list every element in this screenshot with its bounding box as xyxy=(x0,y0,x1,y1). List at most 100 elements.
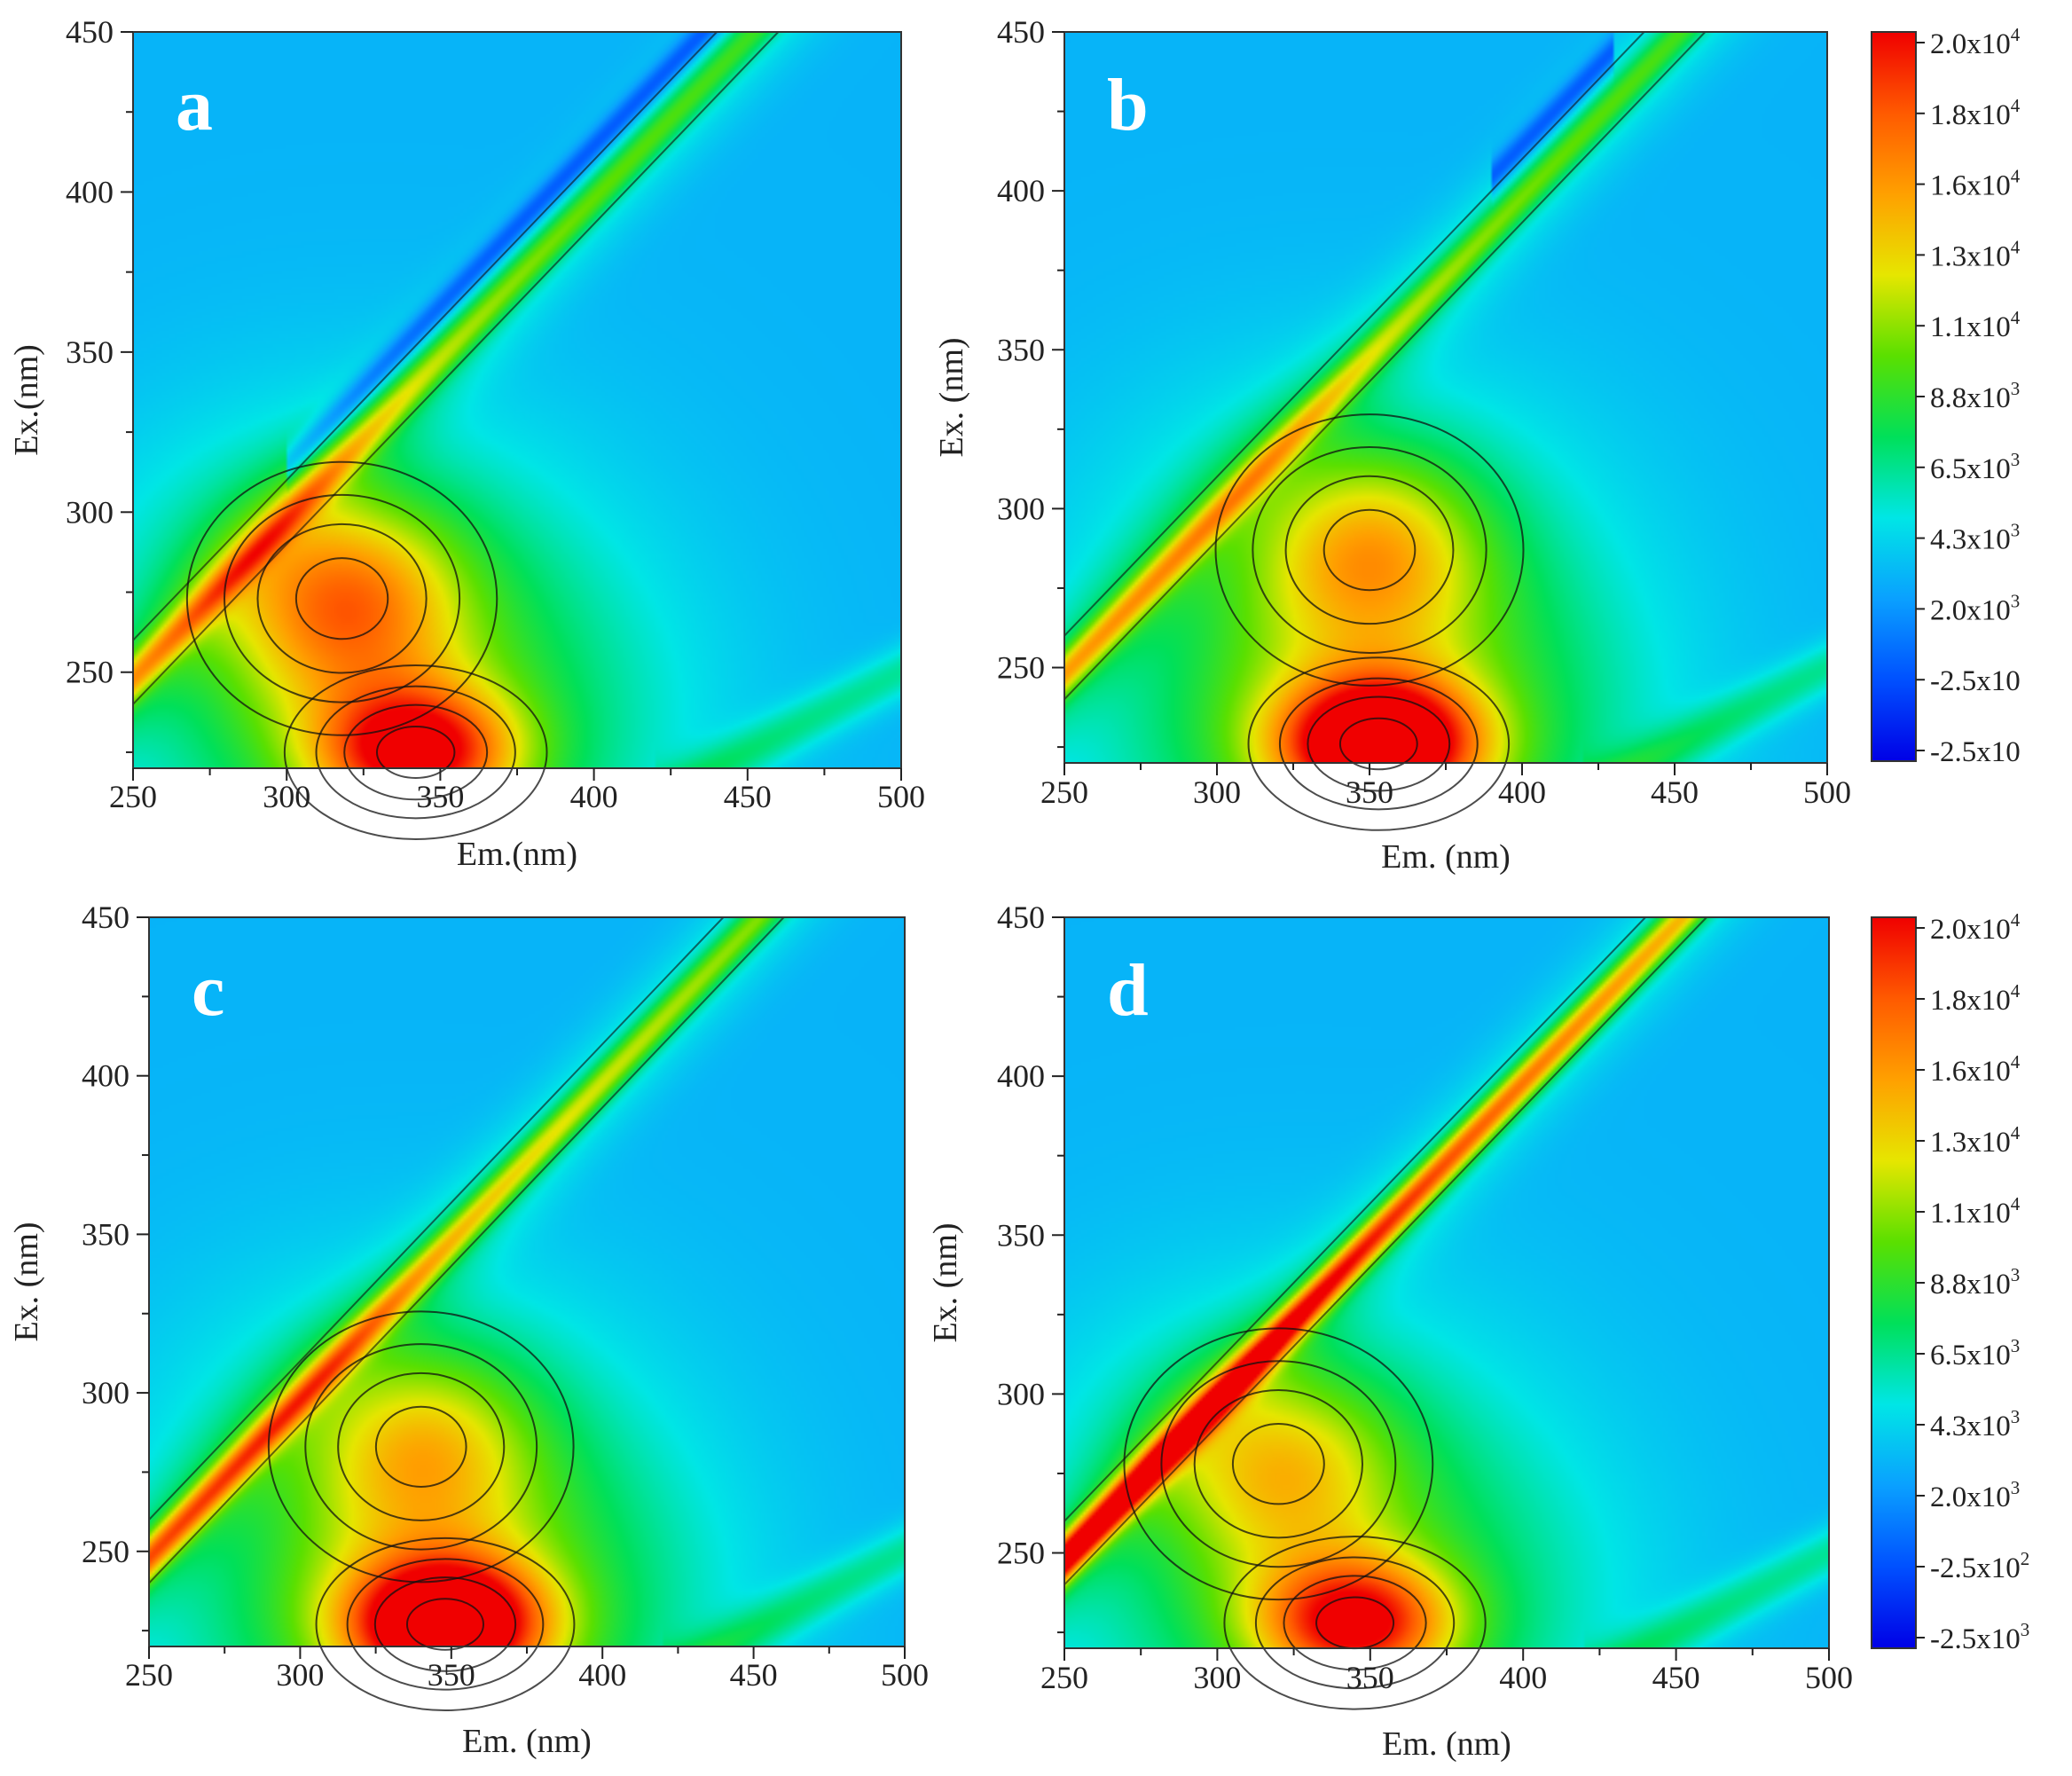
scatter-contour xyxy=(1063,31,1645,637)
x-axis-title: Em. (nm) xyxy=(1382,1725,1511,1763)
y-axis-title: Ex. (nm) xyxy=(8,1222,45,1341)
x-tick-label: 350 xyxy=(1346,774,1393,810)
y-axis-title: Ex. (nm) xyxy=(933,337,970,457)
panel-letter: a xyxy=(176,64,213,146)
colorbar: 2.0x104 1.8x104 1.6x104 1.3x104 1.1x104 8.8x1… xyxy=(1871,909,2029,1655)
colorbar-label: 4.3x103 xyxy=(1930,1406,2020,1442)
y-tick-label: 450 xyxy=(997,14,1045,50)
x-tick-label: 300 xyxy=(1193,1660,1241,1695)
panel-c: 250 300 350 400 450 500 250 300 350 400 450 Em. (nm… xyxy=(8,900,929,1760)
contour-line xyxy=(346,1558,545,1691)
x-axis-title: Em. (nm) xyxy=(1381,838,1511,876)
x-tick-label: 450 xyxy=(1652,1660,1700,1695)
y-tick-label: 250 xyxy=(997,650,1045,686)
x-tick-label: 250 xyxy=(1040,774,1088,810)
panel-d: 250 300 350 400 450 500 250 300 350 400 450 Em. (nm… xyxy=(927,900,1853,1763)
contour-line xyxy=(1338,717,1418,771)
colorbar-label: 1.3x104 xyxy=(1930,236,2021,272)
contour-line xyxy=(1322,508,1417,592)
y-tick-label: 350 xyxy=(82,1216,130,1252)
panel-letter: b xyxy=(1107,64,1149,146)
contour-line xyxy=(1278,677,1479,811)
x-tick-label: 500 xyxy=(881,1657,929,1693)
contour-line xyxy=(1284,475,1455,625)
contour-line xyxy=(373,1576,517,1672)
colorbar-label: 1.1x104 xyxy=(1930,307,2021,343)
x-tick-label: 500 xyxy=(1805,1660,1853,1695)
colorbar-label: -2.5x102 xyxy=(1930,1548,2029,1584)
contour-line xyxy=(1123,1327,1434,1601)
colorbar-label: -2.5x103 xyxy=(1930,1619,2029,1655)
x-tick-label: 250 xyxy=(1040,1660,1088,1695)
x-tick-label: 300 xyxy=(263,779,310,814)
colorbar-label: 8.8x103 xyxy=(1930,1264,2020,1301)
colorbar-label: 2.0x103 xyxy=(1930,1477,2020,1513)
x-tick-label: 250 xyxy=(109,779,157,814)
x-tick-label: 400 xyxy=(1498,774,1546,810)
contour-line xyxy=(256,523,428,674)
intensity-map-d xyxy=(1064,917,1829,1648)
colorbar-label: 1.6x104 xyxy=(1930,166,2021,202)
x-tick-label: 500 xyxy=(877,779,925,814)
panel-b: 250 300 350 400 450 500 250 300 350 400 450 Em. (nm… xyxy=(933,14,1851,876)
contour-line xyxy=(343,703,489,801)
colorbar: 2.0x104 1.8x104 1.6x104 1.3x104 1.1x104 8.8x1… xyxy=(1871,24,2021,768)
x-tick-label: 500 xyxy=(1803,774,1851,810)
colorbar-gradient xyxy=(1871,31,1917,762)
contour-line xyxy=(294,557,389,640)
y-tick-label: 250 xyxy=(82,1534,130,1569)
contour-line xyxy=(375,725,456,779)
y-tick-label: 400 xyxy=(66,174,114,209)
y-tick-label: 450 xyxy=(82,900,130,935)
intensity-map-a xyxy=(133,32,901,768)
contour-line xyxy=(337,1371,506,1521)
colorbar-gradient xyxy=(1871,916,1917,1649)
colorbar-label: 1.1x104 xyxy=(1930,1193,2021,1230)
contour-line xyxy=(185,460,498,736)
y-tick-label: 350 xyxy=(997,1217,1045,1253)
contour-line xyxy=(1283,1575,1427,1671)
x-axis-title: Em.(nm) xyxy=(457,836,577,873)
contour-line xyxy=(304,1343,538,1551)
colorbar-label: 2.0x104 xyxy=(1930,909,2021,946)
colorbar-label: 1.3x104 xyxy=(1930,1122,2021,1159)
y-tick-label: 350 xyxy=(66,334,114,370)
y-tick-label: 300 xyxy=(997,1376,1045,1411)
y-tick-label: 450 xyxy=(66,14,114,50)
contour-line xyxy=(1307,695,1451,792)
colorbar-label: -2.5x10 xyxy=(1930,736,2021,768)
scatter-contour xyxy=(1063,31,1707,701)
contour-line xyxy=(315,685,516,820)
contour-line xyxy=(223,493,461,703)
x-tick-label: 400 xyxy=(578,1657,626,1693)
x-tick-label: 250 xyxy=(125,1657,173,1693)
x-tick-label: 450 xyxy=(1651,774,1699,810)
scatter-contour xyxy=(148,916,725,1521)
panel-letter: d xyxy=(1107,949,1149,1032)
y-tick-label: 350 xyxy=(997,332,1045,367)
x-tick-label: 300 xyxy=(276,1657,324,1693)
colorbar-label: -2.5x10 xyxy=(1930,665,2021,697)
y-tick-label: 250 xyxy=(997,1536,1045,1571)
contour-line xyxy=(1231,1422,1325,1505)
intensity-map-c xyxy=(149,917,905,1646)
contour-line xyxy=(283,664,548,840)
y-tick-label: 400 xyxy=(82,1058,130,1094)
colorbar-label: 2.0x104 xyxy=(1930,24,2021,60)
contour-line xyxy=(1254,1556,1456,1690)
y-tick-label: 300 xyxy=(66,494,114,530)
colorbar-label: 8.8x103 xyxy=(1930,378,2020,414)
colorbar-label: 4.3x103 xyxy=(1930,520,2020,556)
scatter-contour xyxy=(148,916,785,1584)
colorbar-label: 6.5x103 xyxy=(1930,449,2020,485)
x-tick-label: 450 xyxy=(730,1657,778,1693)
y-tick-label: 400 xyxy=(997,1058,1045,1094)
y-axis-title: Ex.(nm) xyxy=(8,344,45,456)
y-tick-label: 400 xyxy=(997,173,1045,208)
x-tick-label: 350 xyxy=(1346,1660,1394,1695)
colorbar-label: 1.8x104 xyxy=(1930,980,2021,1017)
x-tick-label: 300 xyxy=(1193,774,1241,810)
colorbar-label: 1.6x104 xyxy=(1930,1051,2021,1088)
colorbar-label: 2.0x103 xyxy=(1930,590,2020,626)
